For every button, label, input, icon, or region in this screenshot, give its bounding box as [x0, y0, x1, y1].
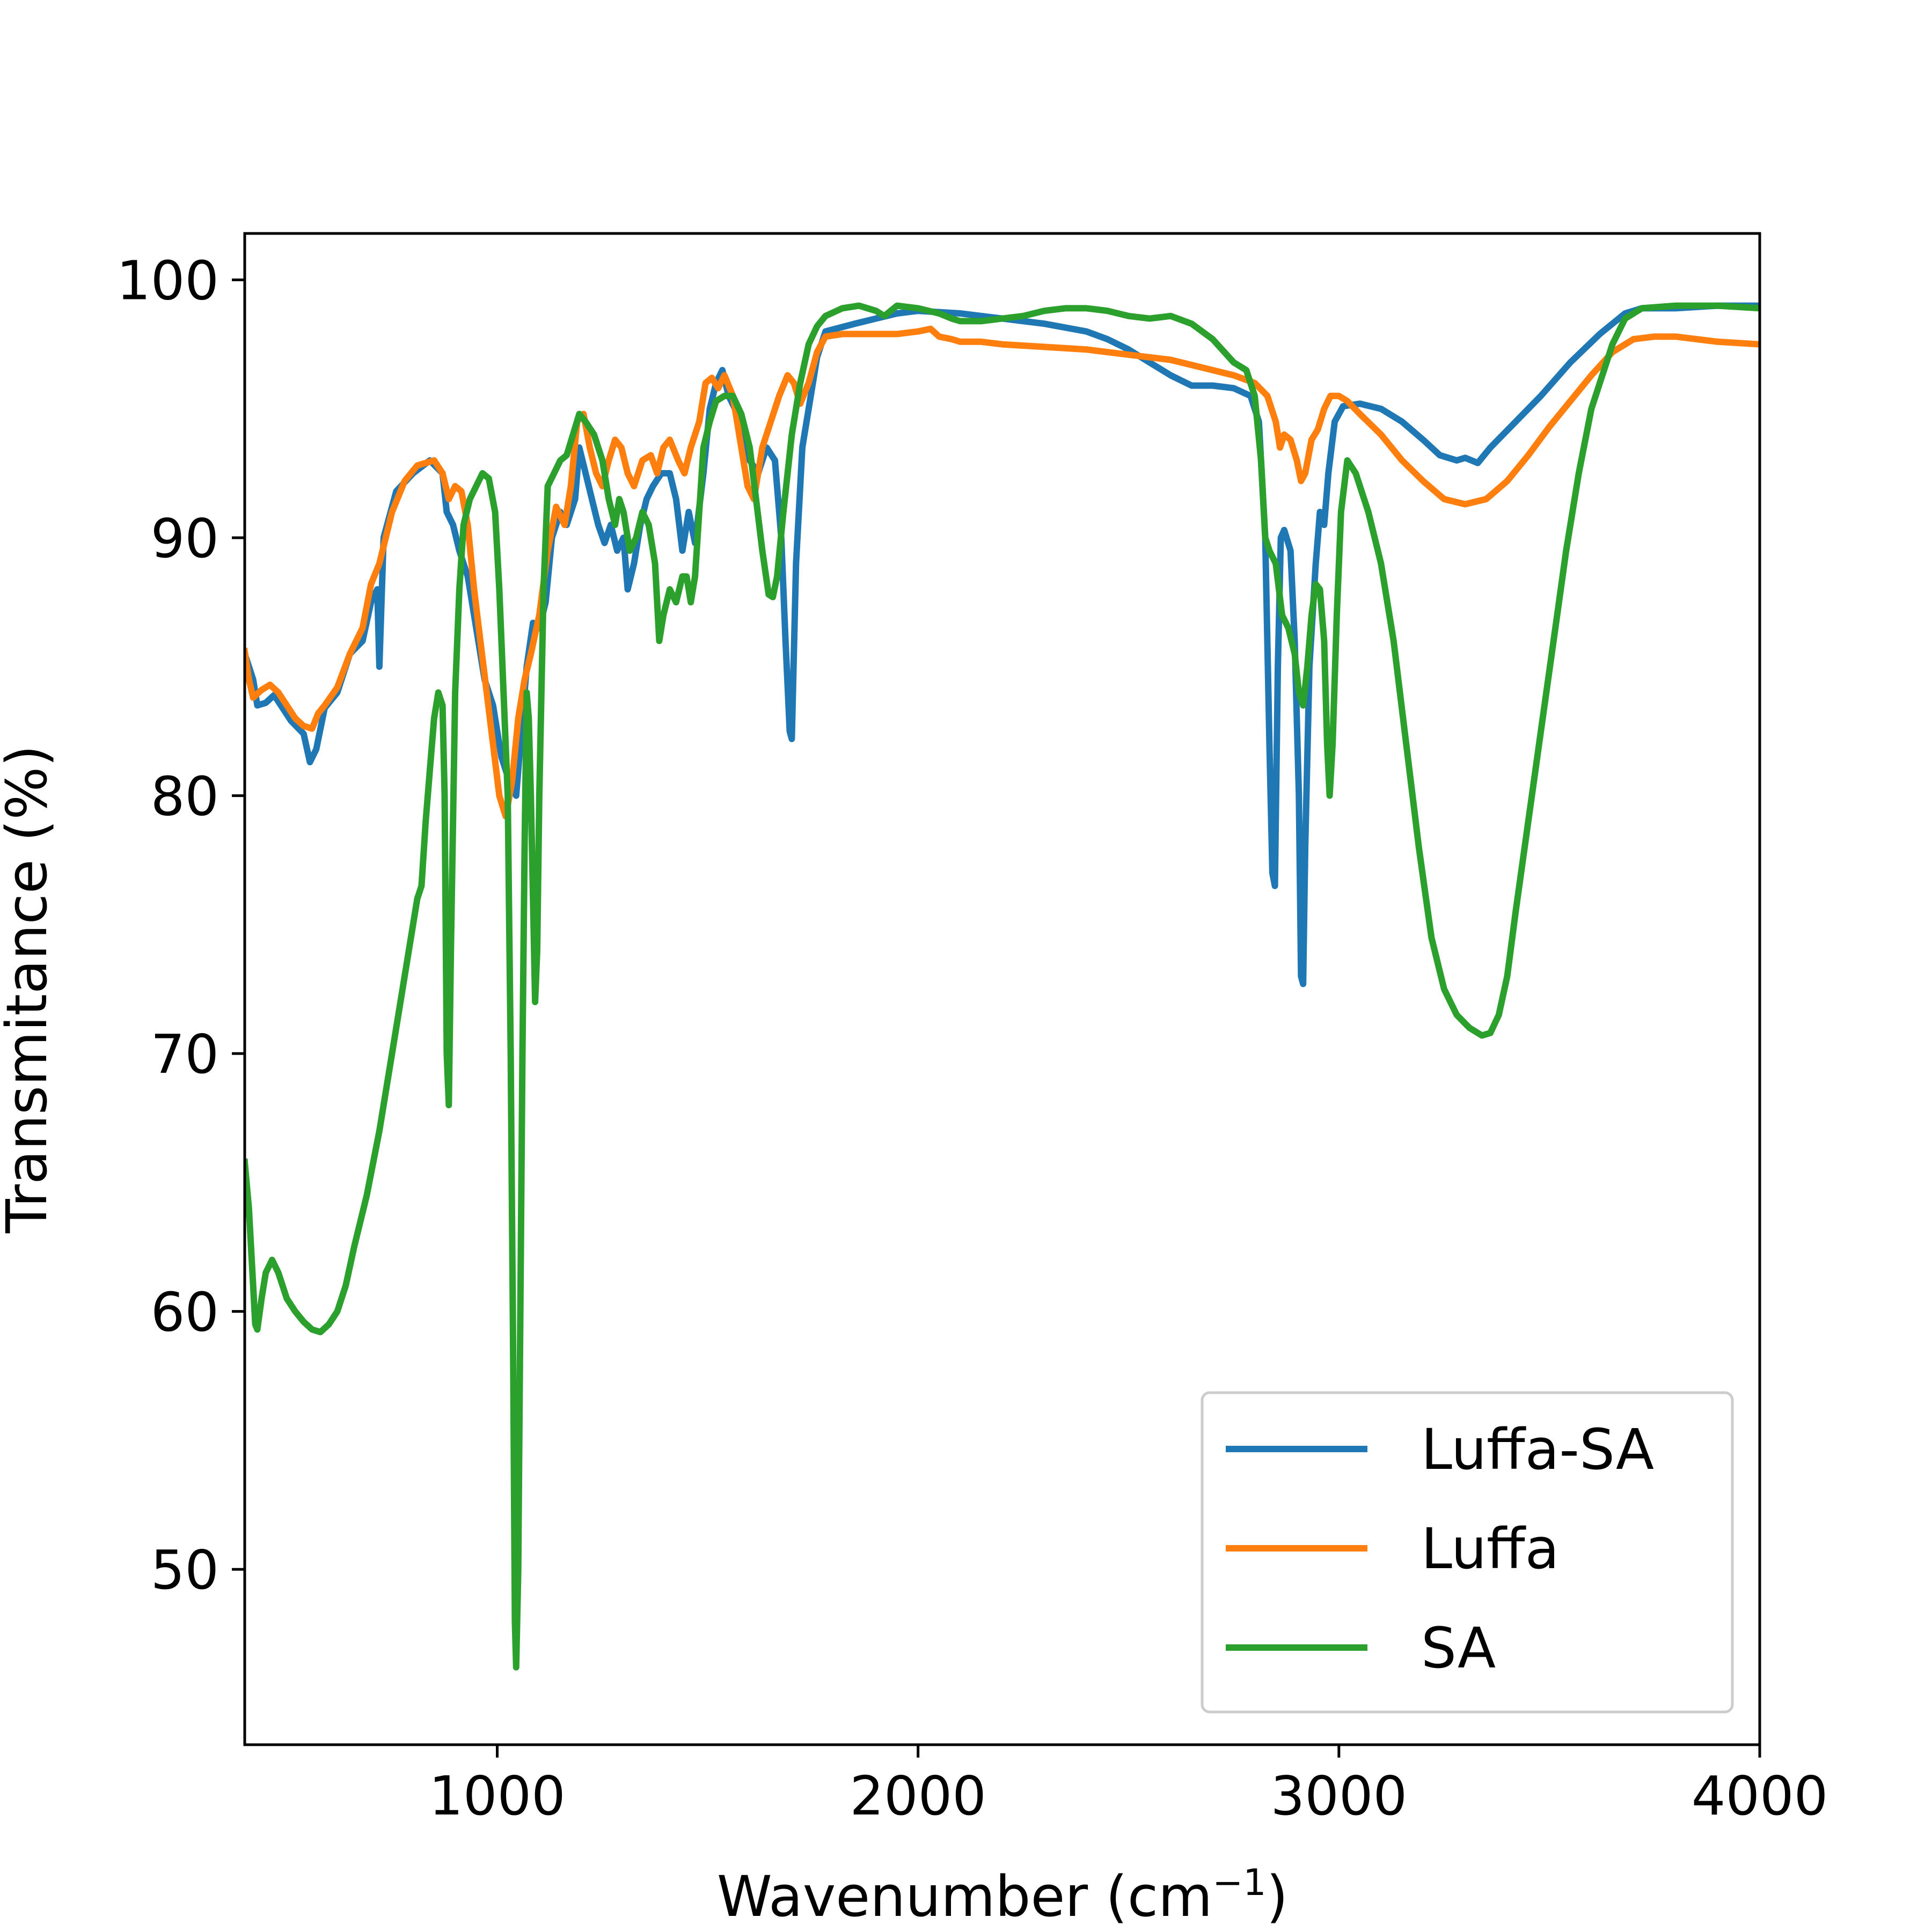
- plot-frame: [243, 232, 1761, 1746]
- series-line-2: [245, 302, 1760, 1671]
- x-tick-label: 3000: [1271, 1765, 1408, 1827]
- legend-label-0: Luffa-SA: [1421, 1417, 1654, 1482]
- y-tick-label: 60: [151, 1281, 219, 1344]
- series-layer: [245, 302, 1760, 1671]
- legend-box: [1201, 1391, 1734, 1714]
- legend-label-2: SA: [1421, 1615, 1496, 1681]
- x-tick-label: 2000: [850, 1765, 986, 1827]
- y-axis: 50 60 70 80 90 100: [116, 249, 245, 1601]
- series-line-1: [245, 325, 1760, 819]
- y-tick-label: 90: [151, 507, 219, 570]
- y-axis-label: Transmitance (%): [0, 745, 60, 1234]
- y-tick-label: 100: [116, 249, 219, 312]
- x-tick-label: 1000: [429, 1765, 566, 1827]
- legend: Luffa-SA Luffa SA: [1201, 1391, 1734, 1714]
- y-tick-label: 70: [151, 1023, 219, 1086]
- x-tick-label: 4000: [1692, 1765, 1828, 1827]
- x-axis-label: Wavenumber (cm−1): [717, 1862, 1288, 1930]
- legend-label-1: Luffa: [1421, 1516, 1559, 1582]
- y-tick-label: 80: [151, 765, 219, 828]
- x-axis: 1000 2000 3000 4000: [429, 1745, 1828, 1827]
- y-tick-label: 50: [151, 1539, 219, 1601]
